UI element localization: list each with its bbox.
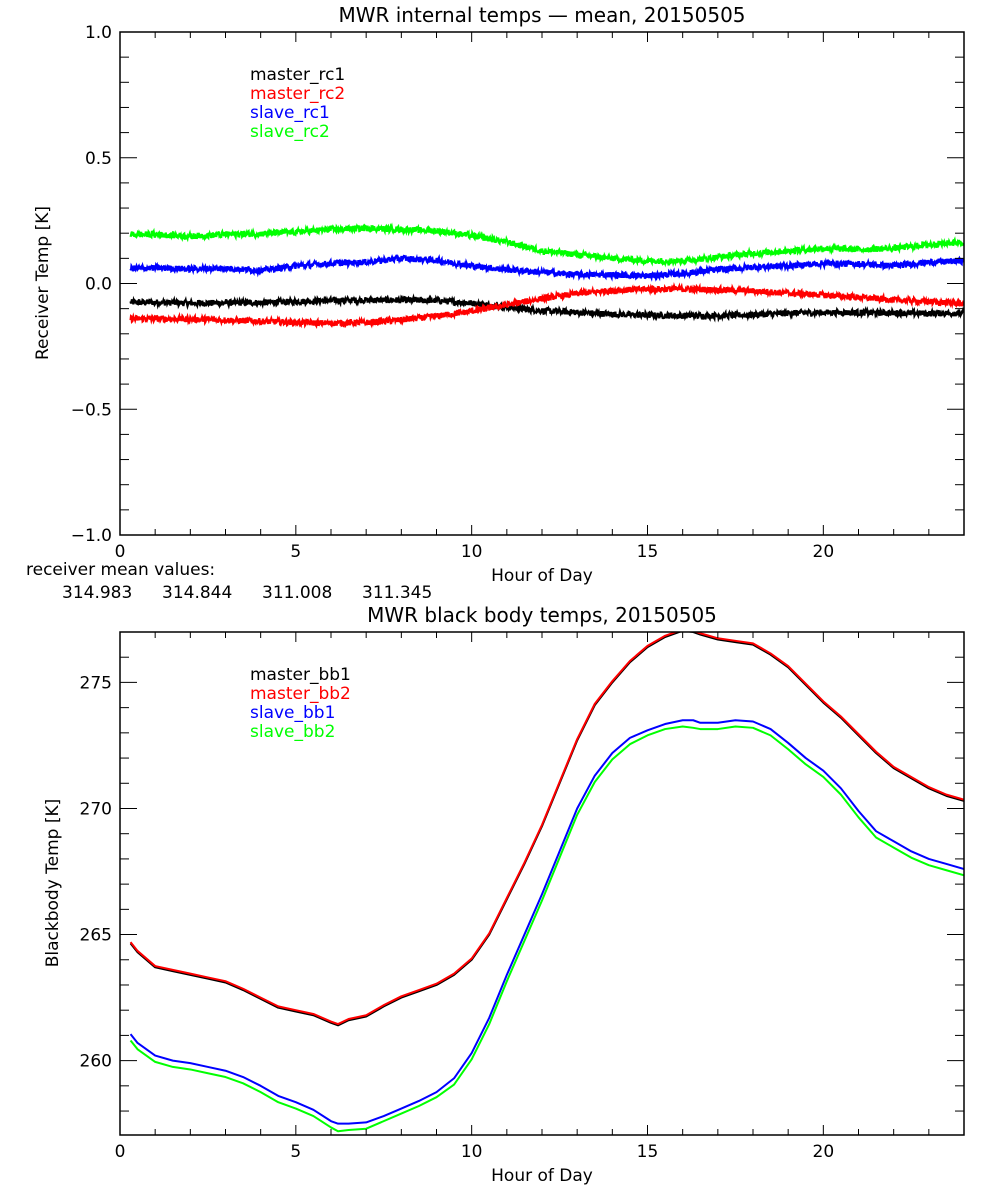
receiver-mean-value: 314.983 (62, 583, 132, 603)
plot-frame (119, 631, 965, 1136)
x-tick-label: 15 (637, 542, 659, 562)
series-line-master-rc2 (129, 281, 964, 329)
x-tick-label: 10 (461, 542, 483, 562)
legend-entry-master-bb1: master_bb1 (250, 665, 351, 685)
receiver-mean-label: receiver mean values: (26, 560, 215, 580)
series-group (129, 632, 964, 1133)
y-tick-label: 265 (80, 926, 112, 946)
legend: master_rc1 master_rc2 slave_rc1 slave_rc… (250, 65, 345, 142)
series-line-slave-bb1 (129, 719, 964, 1125)
x-axis-label: Hour of Day (491, 566, 593, 586)
chart-title: MWR black body temps, 20150505 (367, 603, 717, 627)
y-tick-label: 270 (80, 799, 112, 819)
y-tick-label: 1.0 (85, 23, 112, 43)
y-axis-label: Receiver Temp [K] (33, 206, 53, 360)
x-tick-label: 5 (290, 1142, 301, 1162)
x-tick-label: 20 (813, 542, 835, 562)
y-axis-label: Blackbody Temp [K] (43, 799, 63, 968)
x-tick-label: 5 (290, 542, 301, 562)
receiver-mean-value: 314.844 (162, 583, 232, 603)
receiver-temp-panel: MWR internal temps — mean, 20150505 0 5 10… (26, 3, 965, 603)
x-tick-label: 0 (115, 1142, 126, 1162)
series-line-slave-rc2 (129, 222, 964, 268)
legend-entry-slave-bb1: slave_bb1 (250, 703, 335, 723)
legend-entry-master-bb2: master_bb2 (250, 684, 351, 704)
y-tick-label: 0.5 (85, 149, 112, 169)
legend-entry-slave-bb2: slave_bb2 (250, 722, 335, 742)
x-tick-label: 20 (813, 1142, 835, 1162)
legend-entry-slave-rc2: slave_rc2 (250, 122, 330, 142)
legend-entry-master-rc1: master_rc1 (250, 65, 345, 85)
y-tick-label: −1.0 (71, 526, 112, 546)
receiver-mean-value: 311.345 (362, 583, 432, 603)
legend-entry-slave-rc1: slave_rc1 (250, 103, 330, 123)
blackbody-temp-panel: MWR black body temps, 20150505 0 5 10 15 20 2… (43, 603, 965, 1186)
x-tick-label: 10 (461, 1142, 483, 1162)
series-line-master-rc1 (129, 293, 964, 323)
y-tick-label: 0.0 (85, 275, 112, 295)
axis-ticks: 0 5 10 15 20 260 265 270 275 (80, 631, 965, 1162)
legend-entry-master-rc2: master_rc2 (250, 84, 345, 104)
x-axis-label: Hour of Day (491, 1166, 593, 1186)
series-line-slave-rc1 (129, 253, 964, 282)
series-line-slave-bb2 (129, 725, 964, 1133)
y-tick-label: −0.5 (71, 400, 112, 420)
y-tick-label: 275 (80, 673, 112, 693)
series-group (129, 222, 964, 329)
series-line-master-bb2 (129, 632, 964, 1026)
x-tick-label: 0 (115, 542, 126, 562)
axis-ticks: 0 5 10 15 20 −1.0 −0.5 0.0 0.5 1.0 (71, 23, 965, 562)
chart-title: MWR internal temps — mean, 20150505 (338, 3, 745, 27)
receiver-mean-annotation: receiver mean values: 314.983 314.844 31… (26, 560, 432, 603)
y-tick-label: 260 (80, 1052, 112, 1072)
receiver-mean-value: 311.008 (262, 583, 332, 603)
x-tick-label: 15 (637, 1142, 659, 1162)
legend: master_bb1 master_bb2 slave_bb1 slave_bb… (250, 665, 351, 742)
plot-frame (119, 31, 965, 536)
